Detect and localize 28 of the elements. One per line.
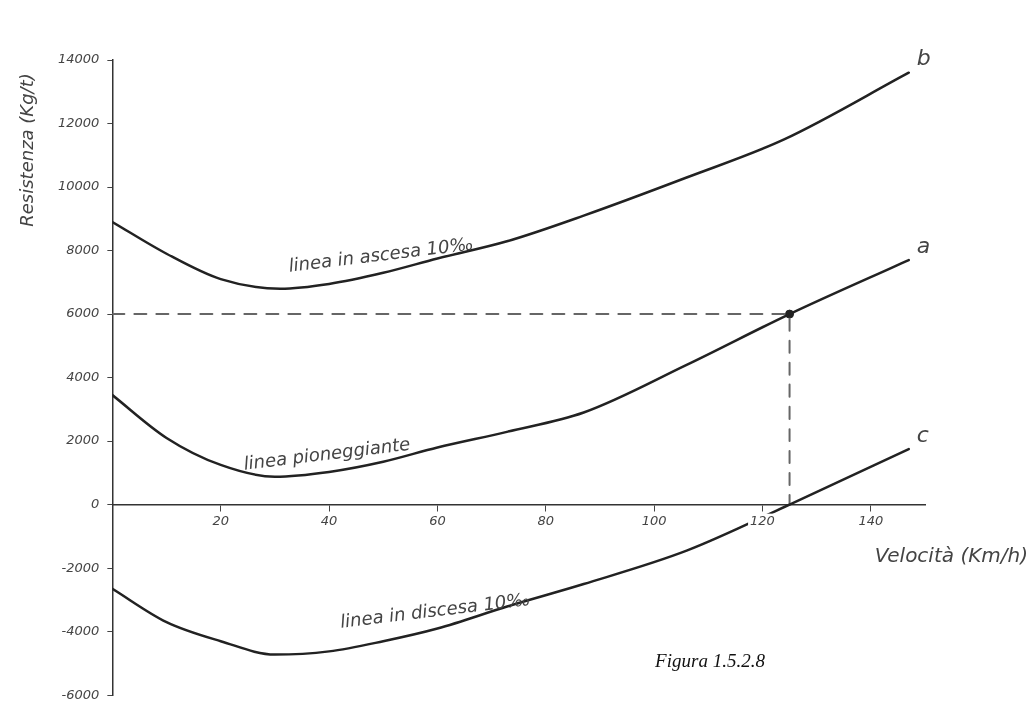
series-label: a <box>916 232 931 258</box>
y-tick-label: -4000 <box>61 623 100 639</box>
x-tick-label: 120 <box>750 512 775 528</box>
x-axis-title: Velocità (Km/h) <box>874 542 1028 567</box>
x-tick-label: 60 <box>429 512 446 528</box>
y-tick-label: 6000 <box>66 305 100 321</box>
annotation: linea in discesa 10‰ <box>338 587 532 632</box>
y-tick-label: 10000 <box>58 178 100 194</box>
series-label: c <box>916 421 929 447</box>
x-tick-label: 100 <box>641 512 667 528</box>
line-series <box>112 71 910 290</box>
y-tick-label: -6000 <box>61 686 100 702</box>
x-tick-label: 140 <box>858 512 884 528</box>
y-tick-label: 2000 <box>66 432 100 448</box>
series-label: b <box>916 45 931 71</box>
annotation: linea pioneggiante <box>242 432 412 474</box>
y-tick-label: -2000 <box>61 559 100 575</box>
x-tick-label: 20 <box>212 512 229 528</box>
y-tick-label: 14000 <box>58 51 100 67</box>
annotation: linea in ascesa 10‰ <box>287 232 475 276</box>
y-tick-label: 8000 <box>66 241 100 257</box>
y-tick-label: 0 <box>91 496 100 512</box>
x-tick-label: 80 <box>537 512 555 528</box>
y-axis-title: Resistenza (Kg/t) <box>15 73 37 227</box>
y-tick-label: 4000 <box>66 368 100 384</box>
y-tick-label: 12000 <box>58 114 100 130</box>
annotation: Figura 1.5.2.8 <box>654 650 766 671</box>
x-tick-label: 40 <box>320 512 338 528</box>
